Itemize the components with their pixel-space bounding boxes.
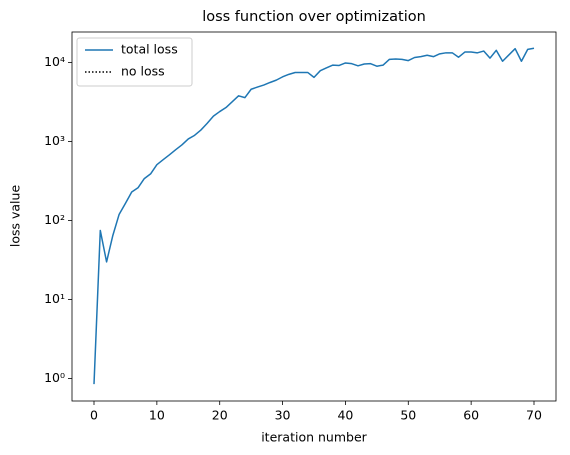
plot-frame: [71, 31, 557, 402]
x-tick-label: 70: [526, 408, 542, 423]
legend: total loss no loss: [76, 37, 193, 87]
y-axis-label: loss value: [8, 185, 23, 248]
y-tick-label: 10⁴: [44, 54, 65, 69]
legend-label: no loss: [121, 64, 165, 79]
legend-label: total loss: [121, 42, 178, 57]
y-tick-label: 10⁰: [44, 370, 65, 385]
x-tick-label: 30: [275, 408, 291, 423]
x-axis-label: iteration number: [261, 430, 367, 445]
x-tick-label: 10: [149, 408, 165, 423]
chart-title: loss function over optimization: [202, 9, 426, 25]
x-tick-label: 60: [463, 408, 479, 423]
x-tick-label: 20: [212, 408, 228, 423]
y-tick-label: 10²: [44, 212, 65, 227]
y-tick-label: 10³: [44, 133, 65, 148]
line-series: [93, 47, 535, 385]
y-tick-label: 10¹: [44, 291, 65, 306]
x-tick-label: 0: [90, 408, 98, 423]
x-tick-label: 40: [337, 408, 353, 423]
x-tick-label: 50: [400, 408, 416, 423]
